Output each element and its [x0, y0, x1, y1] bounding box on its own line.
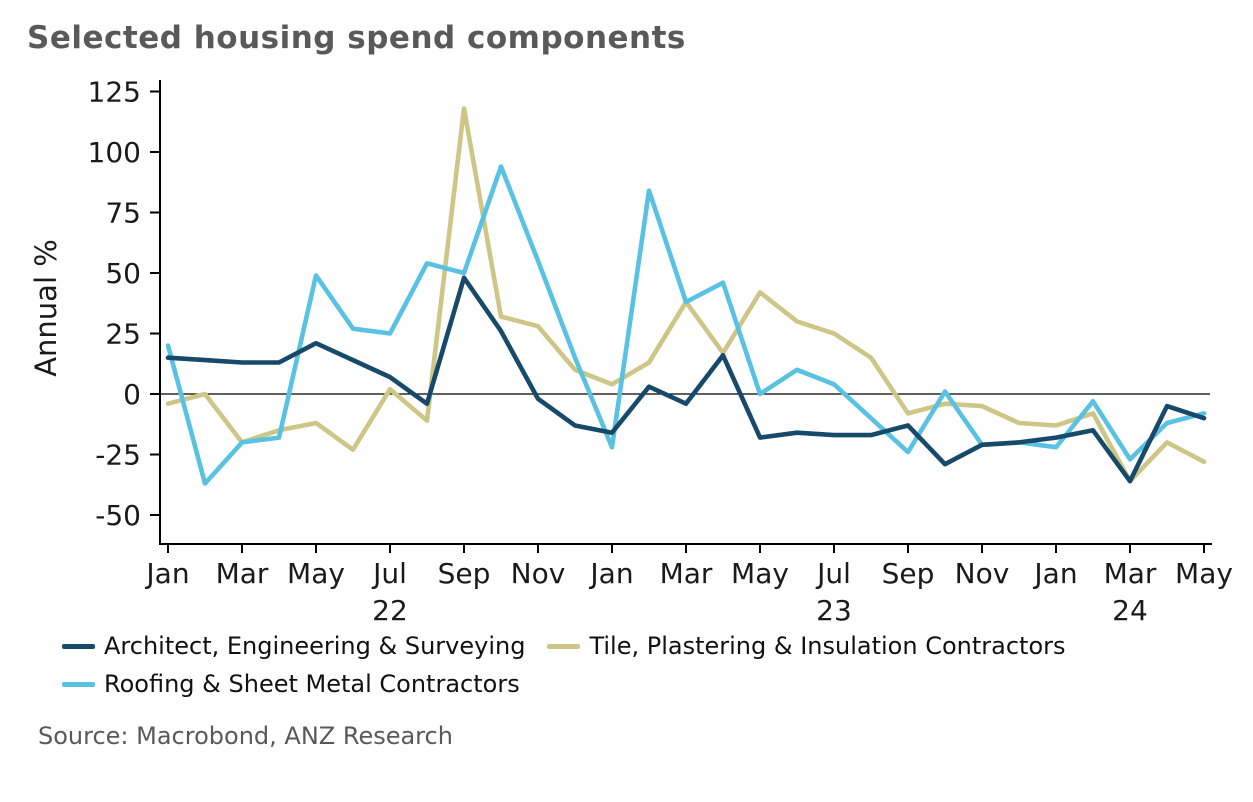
- x-tick-label: Jan: [144, 557, 189, 590]
- legend-label-architect: Architect, Engineering & Surveying: [104, 632, 526, 660]
- legend-item-tile: Tile, Plastering & Insulation Contractor…: [547, 632, 1066, 660]
- x-year-label: 24: [1112, 594, 1148, 627]
- x-tick-label: Mar: [1104, 557, 1157, 590]
- legend-swatch-tile: [547, 643, 581, 649]
- x-tick-label: Mar: [216, 557, 269, 590]
- legend-row: Roofing & Sheet Metal Contractors: [62, 670, 1253, 698]
- chart-title: Selected housing spend components: [27, 20, 686, 56]
- y-tick-label: -50: [95, 499, 141, 532]
- legend-label-tile: Tile, Plastering & Insulation Contractor…: [589, 632, 1066, 660]
- legend-swatch-architect: [62, 643, 95, 649]
- x-tick-label: Jul: [371, 557, 407, 590]
- x-tick-label: May: [287, 557, 345, 590]
- series-line-0: [165, 275, 1207, 484]
- legend-item-roofing: Roofing & Sheet Metal Contractors: [62, 670, 520, 698]
- x-year-label: 23: [816, 594, 852, 627]
- x-tick-label: Jan: [588, 557, 633, 590]
- chart-legend: Architect, Engineering & Surveying Tile,…: [62, 632, 1253, 698]
- y-tick-label: 100: [88, 136, 141, 169]
- y-tick-label: -25: [95, 439, 141, 472]
- chart-page: Selected housing spend components 125 100…: [0, 20, 1253, 802]
- y-tick-label: 0: [123, 378, 141, 411]
- x-tick-label: Sep: [882, 557, 935, 590]
- y-tick-label: 125: [88, 76, 141, 109]
- x-tick-label: May: [731, 557, 789, 590]
- x-tick-label: May: [1175, 557, 1233, 590]
- x-tick-label: Nov: [511, 557, 566, 590]
- x-tick-label: Jul: [815, 557, 851, 590]
- x-tick-label: Nov: [955, 557, 1010, 590]
- x-tick-label: Jan: [1032, 557, 1077, 590]
- x-tick-label: Mar: [660, 557, 713, 590]
- y-tick-label: 25: [105, 318, 141, 351]
- x-year-label: 22: [372, 594, 408, 627]
- legend-item-architect: Architect, Engineering & Surveying: [62, 632, 525, 660]
- x-tick-label: Sep: [438, 557, 491, 590]
- source-text: Source: Macrobond, ANZ Research: [38, 722, 453, 750]
- legend-label-roofing: Roofing & Sheet Metal Contractors: [104, 670, 520, 698]
- y-tick-label: 50: [105, 257, 141, 290]
- legend-row: Architect, Engineering & Surveying Tile,…: [62, 632, 1253, 660]
- y-axis-title: Annual %: [29, 239, 63, 377]
- y-tick-label: 75: [105, 197, 141, 230]
- series-line-2: [165, 164, 1207, 486]
- legend-swatch-roofing: [62, 681, 95, 687]
